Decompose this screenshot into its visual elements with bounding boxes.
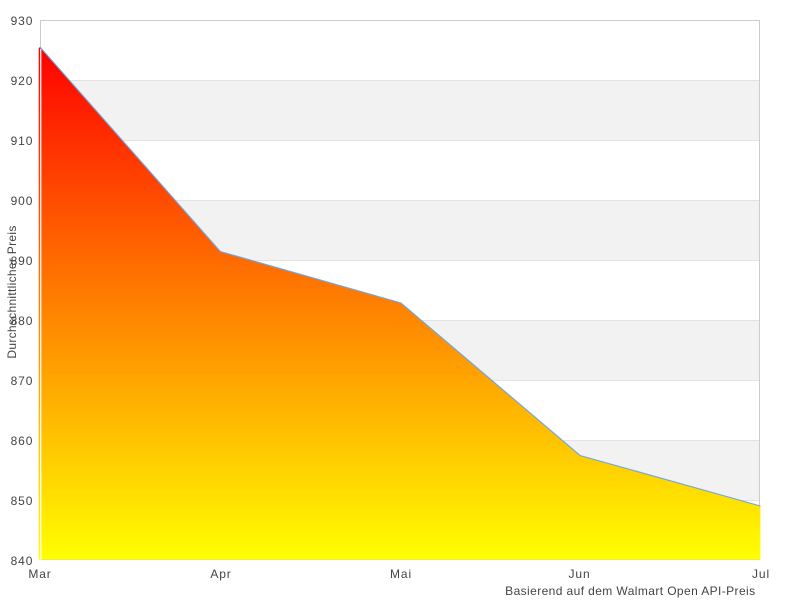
svg-text:910: 910 — [11, 134, 34, 148]
svg-text:920: 920 — [11, 74, 34, 88]
svg-text:900: 900 — [11, 194, 34, 208]
svg-text:Jul: Jul — [752, 567, 770, 581]
svg-text:Durchschnittlicher Preis: Durchschnittlicher Preis — [5, 225, 19, 358]
svg-text:Mai: Mai — [390, 567, 412, 581]
svg-text:Jun: Jun — [568, 567, 590, 581]
svg-text:880: 880 — [11, 314, 34, 328]
svg-text:840: 840 — [11, 554, 34, 568]
svg-text:850: 850 — [11, 494, 34, 508]
svg-text:890: 890 — [11, 254, 34, 268]
svg-text:Basierend auf dem Walmart Open: Basierend auf dem Walmart Open API-Preis — [505, 584, 755, 598]
svg-text:Mar: Mar — [28, 567, 51, 581]
svg-text:860: 860 — [11, 434, 34, 448]
svg-text:Apr: Apr — [210, 567, 231, 581]
svg-text:930: 930 — [11, 14, 34, 28]
svg-text:870: 870 — [11, 374, 34, 388]
